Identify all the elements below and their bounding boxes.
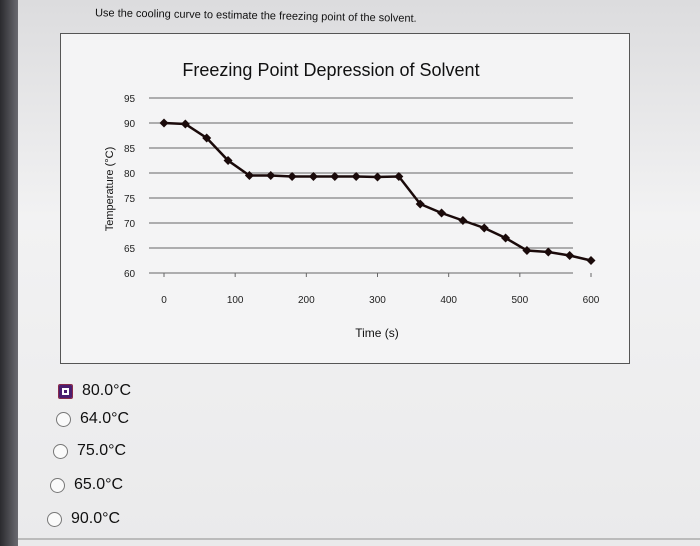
data-point-marker — [415, 199, 425, 209]
data-point-marker — [479, 223, 489, 233]
option-64[interactable]: 64.0°C — [56, 410, 129, 428]
option-80[interactable]: 80.0°C — [58, 382, 131, 400]
data-point-marker — [180, 119, 190, 129]
series-line — [163, 121, 592, 262]
data-point-marker — [244, 171, 254, 180]
screen-bezel — [0, 0, 18, 546]
chart-svg: Freezing Point Depression of Solvent Tim… — [104, 60, 600, 340]
data-point-marker — [266, 171, 276, 180]
x-tick-label: 400 — [440, 295, 457, 306]
data-point-marker — [394, 172, 404, 181]
option-90[interactable]: 90.0°C — [47, 510, 120, 528]
x-tick-label: 100 — [227, 295, 244, 306]
data-point-marker — [501, 233, 511, 243]
option-label: 65.0°C — [74, 476, 124, 493]
data-point-marker — [308, 172, 318, 181]
data-point-marker — [522, 246, 532, 255]
option-label: 90.0°C — [71, 510, 121, 527]
x-tick-label: 200 — [298, 295, 315, 306]
option-65[interactable]: 65.0°C — [50, 476, 123, 494]
x-axis-label: Time (s) — [355, 326, 399, 340]
radio-icon[interactable] — [56, 411, 71, 427]
radio-icon[interactable] — [53, 443, 68, 459]
option-label: 80.0°C — [82, 382, 132, 399]
y-tick-label: 95 — [124, 94, 136, 105]
option-75[interactable]: 75.0°C — [53, 442, 126, 460]
option-label: 64.0°C — [80, 410, 130, 427]
data-point-marker — [287, 172, 297, 181]
radio-icon[interactable] — [50, 477, 65, 493]
x-tick-label: 600 — [583, 295, 600, 306]
y-tick-label: 80 — [124, 169, 136, 180]
radio-selected-icon[interactable] — [58, 383, 73, 399]
data-point-marker — [586, 256, 596, 265]
data-point-marker — [565, 251, 575, 260]
y-tick-label: 75 — [124, 194, 136, 205]
y-tick-label: 90 — [124, 119, 136, 130]
data-point-marker — [437, 208, 447, 218]
y-axis-label: Temperature (°C) — [104, 147, 116, 231]
radio-icon[interactable] — [47, 511, 62, 527]
data-point-marker — [330, 172, 340, 181]
divider — [18, 538, 700, 540]
y-tick-label: 65 — [124, 244, 136, 255]
data-point-marker — [373, 172, 382, 182]
y-tick-label: 60 — [124, 269, 136, 280]
data-point-marker — [458, 216, 468, 225]
data-point-marker — [223, 156, 233, 165]
option-label: 75.0°C — [77, 442, 127, 459]
data-point-marker — [202, 133, 212, 143]
chart: Freezing Point Depression of Solvent Tim… — [60, 33, 630, 364]
data-point-marker — [351, 172, 361, 181]
data-point-marker — [543, 247, 553, 257]
x-tick-label: 300 — [369, 295, 386, 306]
data-point-marker — [159, 118, 169, 128]
y-tick-label: 85 — [124, 144, 136, 155]
chart-title: Freezing Point Depression of Solvent — [182, 60, 479, 80]
x-tick-label: 500 — [511, 295, 528, 306]
y-tick-label: 70 — [124, 219, 136, 230]
x-tick-label: 0 — [161, 295, 167, 306]
